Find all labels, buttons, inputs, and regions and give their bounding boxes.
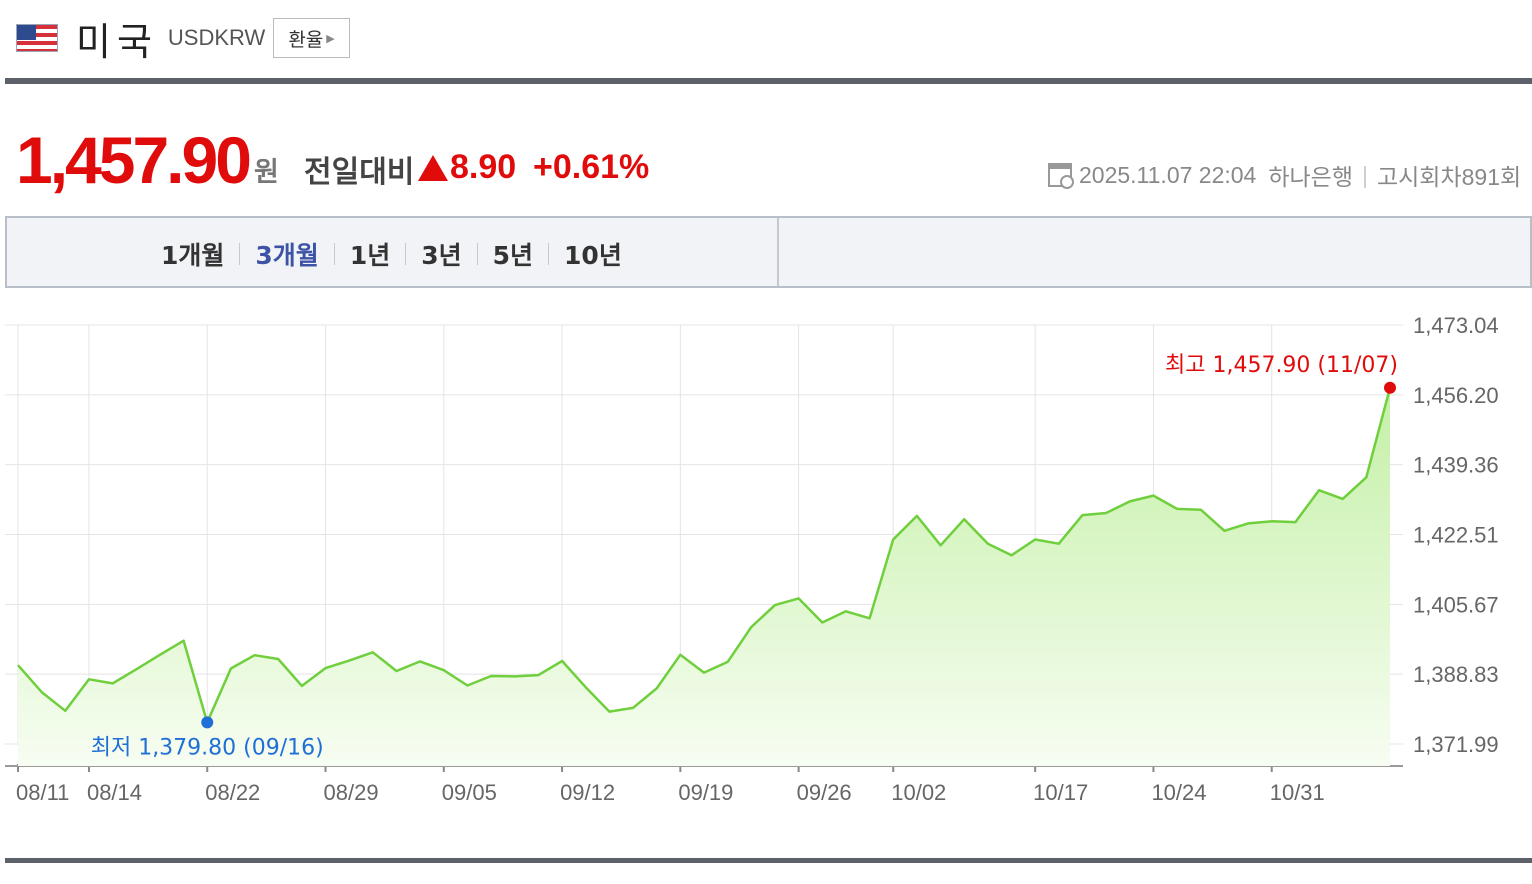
x-tick-label: 09/19 — [678, 780, 733, 805]
x-tick-label: 08/22 — [205, 780, 260, 805]
exchange-rate-chart: 1,473.04 1,456.20 1,439.36 1,422.51 1,405.67… — [0, 300, 1532, 820]
y-tick-label: 1,473.04 — [1413, 313, 1499, 338]
country-name: 미국 — [76, 19, 158, 64]
chart-canvas: 1,473.04 1,456.20 1,439.36 1,422.51 1,405.67… — [5, 313, 1499, 805]
change-percent: +0.61% — [533, 148, 650, 186]
meta-separator: | — [1362, 161, 1368, 188]
series-area — [18, 387, 1390, 766]
x-tick-label: 09/26 — [797, 780, 852, 805]
tab-separator — [333, 243, 335, 265]
up-triangle-icon — [418, 155, 448, 181]
calendar-icon — [1048, 163, 1074, 189]
low-point — [201, 716, 214, 729]
low-label: 최저 1,379.80 (09/16) — [91, 735, 324, 760]
currency-code: USDKRW — [167, 25, 266, 50]
price-unit: 원 — [254, 157, 279, 188]
period-tabs: 1개월 3개월 1년 3년 5년 10년 — [161, 236, 622, 272]
x-tick-label: 10/31 — [1270, 780, 1325, 805]
tab-separator — [239, 243, 241, 265]
tab-period-2[interactable]: 1년 — [349, 241, 391, 270]
tab-period-1[interactable]: 3개월 — [255, 241, 319, 270]
caret-right-icon: ▶ — [326, 31, 335, 45]
header-divider — [5, 78, 1532, 84]
exchange-rate-button[interactable]: 환율 ▶ — [273, 18, 350, 58]
page-header: 미국 USDKRW 환율 ▶ — [16, 12, 350, 64]
y-tick-label: 1,405.67 — [1413, 592, 1499, 617]
quote-datetime: 2025.11.07 22:04 — [1079, 161, 1257, 188]
change-value: 8.90 — [450, 148, 517, 186]
compare-label: 전일대비 — [304, 155, 415, 190]
x-tick-label: 08/14 — [87, 780, 142, 805]
x-tick-label: 10/17 — [1033, 780, 1088, 805]
tab-period-5[interactable]: 10년 — [564, 241, 622, 270]
x-tick-label: 09/05 — [442, 780, 497, 805]
y-tick-label: 1,439.36 — [1413, 453, 1499, 478]
x-tick-label: 10/24 — [1151, 780, 1206, 805]
tabbar-divider — [777, 218, 779, 286]
bank-name: 하나은행 — [1268, 164, 1353, 190]
x-tick-label: 08/29 — [324, 780, 379, 805]
x-tick-label: 10/02 — [891, 780, 946, 805]
tab-period-4[interactable]: 5년 — [492, 241, 534, 270]
x-tick-label: 08/11 — [16, 780, 69, 805]
y-tick-label: 1,422.51 — [1413, 523, 1499, 548]
high-point — [1384, 381, 1396, 394]
y-tick-label: 1,456.20 — [1413, 383, 1499, 408]
us-flag-icon — [16, 24, 58, 52]
current-price: 1,457.90 — [16, 123, 252, 197]
y-tick-label: 1,388.83 — [1413, 662, 1499, 687]
high-label: 최고 1,457.90 (11/07) — [1165, 353, 1398, 378]
period-tab-bar: 1개월 3개월 1년 3년 5년 10년 — [5, 216, 1532, 288]
exchange-rate-button-label: 환율 — [288, 28, 324, 51]
quote-meta: 2025.11.07 22:04 하나은행 | 고시회차891회 — [1048, 158, 1521, 192]
notice-round: 고시회차891회 — [1376, 164, 1522, 190]
x-tick-label: 09/12 — [560, 780, 615, 805]
tab-separator — [548, 243, 550, 265]
tab-period-3[interactable]: 3년 — [421, 241, 462, 270]
tab-period-0[interactable]: 1개월 — [161, 241, 225, 270]
tab-separator — [405, 243, 407, 265]
footer-divider — [5, 858, 1532, 863]
series-line — [17, 387, 1392, 724]
y-tick-label: 1,371.99 — [1413, 732, 1499, 757]
tab-separator — [476, 243, 478, 265]
